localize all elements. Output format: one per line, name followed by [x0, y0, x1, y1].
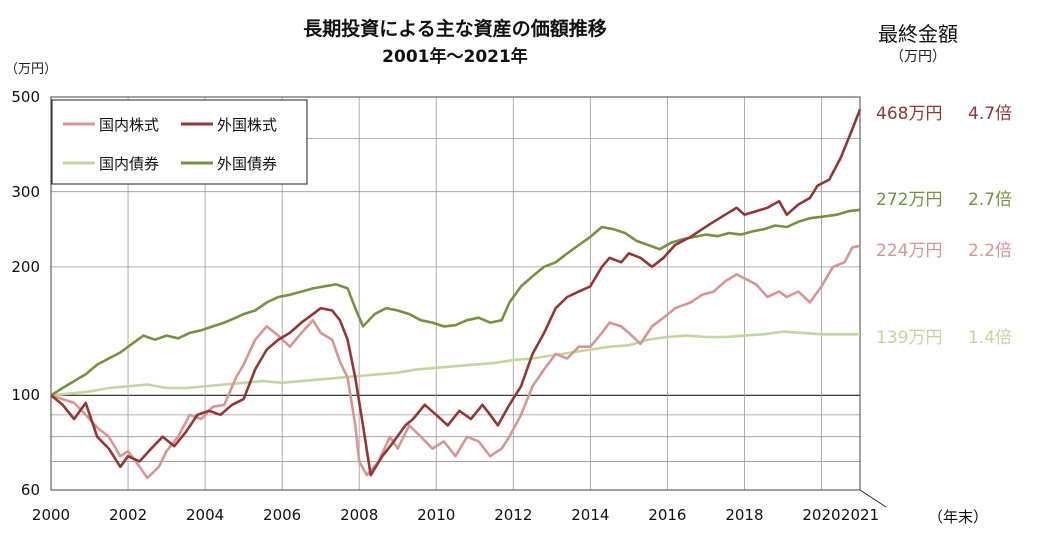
final-multiple-label: 2.2倍 — [968, 241, 1013, 261]
y-tick-label: 100 — [11, 386, 40, 405]
x-tick-label: 2000 — [31, 506, 71, 524]
final-amount-label: 224万円 — [876, 241, 943, 261]
x-tick-label: 2006 — [263, 506, 302, 524]
x-tick-label: 2004 — [186, 506, 225, 524]
chart-title: 長期投資による主な資産の価額推移 — [303, 18, 607, 40]
x-axis-pointer — [859, 489, 887, 508]
final-amount-label: 139万円 — [876, 328, 943, 348]
x-tick-label: 2012 — [494, 506, 533, 524]
x-tick-label: 2002 — [108, 506, 148, 524]
y-tick-label: 500 — [11, 88, 40, 106]
legend-label: 国内株式 — [99, 116, 160, 134]
x-tick-label: 2020 — [802, 506, 841, 524]
plot-frame — [50, 96, 861, 491]
y-tick-label: 60 — [20, 481, 40, 499]
x-tick-label: 2016 — [648, 506, 687, 524]
final-amount-header: 最終金額 — [878, 22, 958, 46]
final-multiple-label: 2.7倍 — [968, 190, 1013, 210]
x-tick-label: 2021 — [840, 506, 880, 524]
chart-subtitle: 2001年～2021年 — [382, 47, 528, 67]
series-line-3 — [50, 330, 860, 397]
y-axis-unit-label: （万円） — [5, 62, 58, 77]
final-multiple-label: 1.4倍 — [968, 328, 1013, 348]
x-tick-label: 2010 — [417, 506, 456, 524]
x-axis-label: （年末） — [928, 508, 989, 526]
legend-label: 国内債券 — [99, 155, 160, 173]
final-multiple-label: 4.7倍 — [968, 104, 1013, 124]
final-amount-label: 272万円 — [876, 190, 943, 210]
x-tick-label: 2014 — [571, 506, 610, 524]
series-line-2 — [50, 108, 862, 477]
series-line-1 — [50, 244, 861, 480]
legend-label: 外国株式 — [217, 116, 278, 134]
final-amount-unit: （万円） — [890, 49, 946, 65]
y-tick-label: 200 — [11, 257, 40, 276]
x-tick-label: 2018 — [725, 506, 764, 524]
x-tick-label: 2008 — [340, 506, 379, 524]
y-tick-label: 300 — [11, 182, 40, 201]
series-line-4 — [50, 208, 861, 397]
legend-label: 外国債券 — [217, 155, 278, 173]
final-amount-label: 468万円 — [876, 104, 943, 124]
legend-box — [51, 99, 308, 185]
